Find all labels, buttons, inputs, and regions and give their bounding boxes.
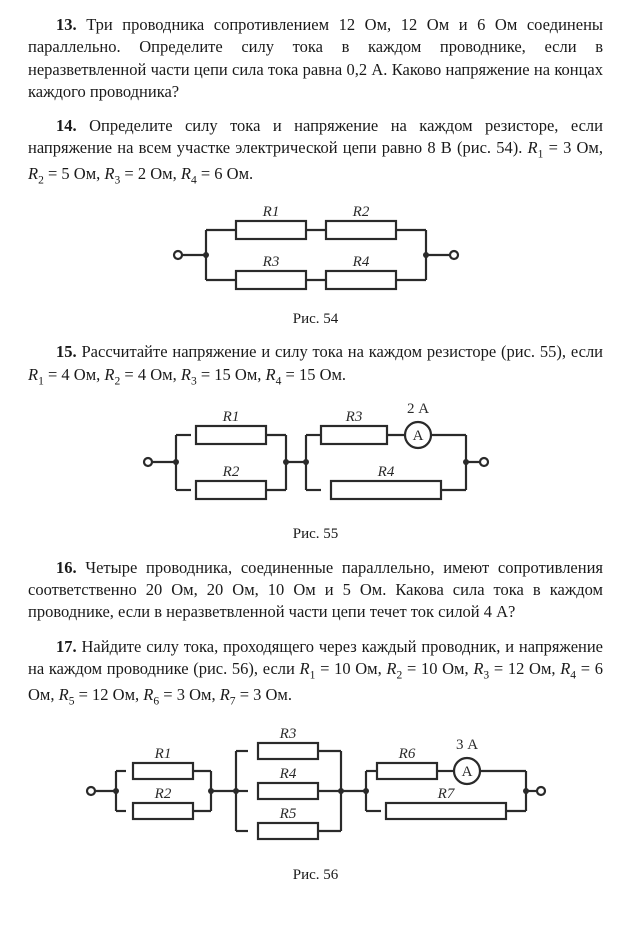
problem-text: Четыре проводника, соединенные параллель… <box>28 558 603 622</box>
svg-text:R5: R5 <box>278 806 296 822</box>
figure-54: R1 R2 R3 R4 Рис. 54 <box>28 195 603 329</box>
svg-text:R1: R1 <box>221 409 239 425</box>
figure-56: R1 R2 R3 R4 R5 R6 A 3 А R7 Рис. 56 <box>28 716 603 885</box>
problem-number: 13. <box>56 15 77 34</box>
svg-text:R3: R3 <box>278 726 296 742</box>
svg-text:R4: R4 <box>278 766 296 782</box>
svg-text:R7: R7 <box>436 786 455 802</box>
figure-caption: Рис. 54 <box>28 309 603 329</box>
svg-text:R2: R2 <box>351 204 369 220</box>
figure-caption: Рис. 56 <box>28 865 603 885</box>
problem-13: 13. Три проводника сопротивлением 12 Ом,… <box>28 14 603 103</box>
svg-text:R2: R2 <box>153 786 171 802</box>
figure-55: R1 R2 R3 A 2 А R4 Рис. 55 <box>28 395 603 544</box>
problem-17: 17. Найдите силу тока, проходящего через… <box>28 636 603 885</box>
svg-text:R3: R3 <box>261 254 279 270</box>
svg-text:3 А: 3 А <box>455 737 477 753</box>
svg-text:R6: R6 <box>397 746 415 762</box>
svg-text:R3: R3 <box>344 409 362 425</box>
problem-number: 17. <box>56 637 77 656</box>
problem-text: Три проводника сопротивлением 12 Ом, 12 … <box>28 15 603 101</box>
svg-text:A: A <box>461 764 472 780</box>
svg-text:R4: R4 <box>351 254 369 270</box>
problem-number: 15. <box>56 342 77 361</box>
problem-number: 16. <box>56 558 77 577</box>
svg-text:2 А: 2 А <box>406 401 428 417</box>
problem-text: Рассчитайте напряжение и силу тока на ка… <box>82 342 604 361</box>
problem-14: 14. Определите силу тока и напряжение на… <box>28 115 603 329</box>
problem-16: 16. Четыре проводника, соединенные парал… <box>28 557 603 624</box>
problem-15: 15. Рассчитайте напряжение и силу тока н… <box>28 341 603 544</box>
svg-text:R2: R2 <box>221 464 239 480</box>
problem-number: 14. <box>56 116 77 135</box>
figure-caption: Рис. 55 <box>28 524 603 544</box>
problem-text: Определите силу тока и напряжение на каж… <box>28 116 603 157</box>
svg-text:A: A <box>412 428 423 444</box>
svg-text:R4: R4 <box>376 464 394 480</box>
svg-text:R1: R1 <box>153 746 171 762</box>
svg-text:R1: R1 <box>261 204 279 220</box>
